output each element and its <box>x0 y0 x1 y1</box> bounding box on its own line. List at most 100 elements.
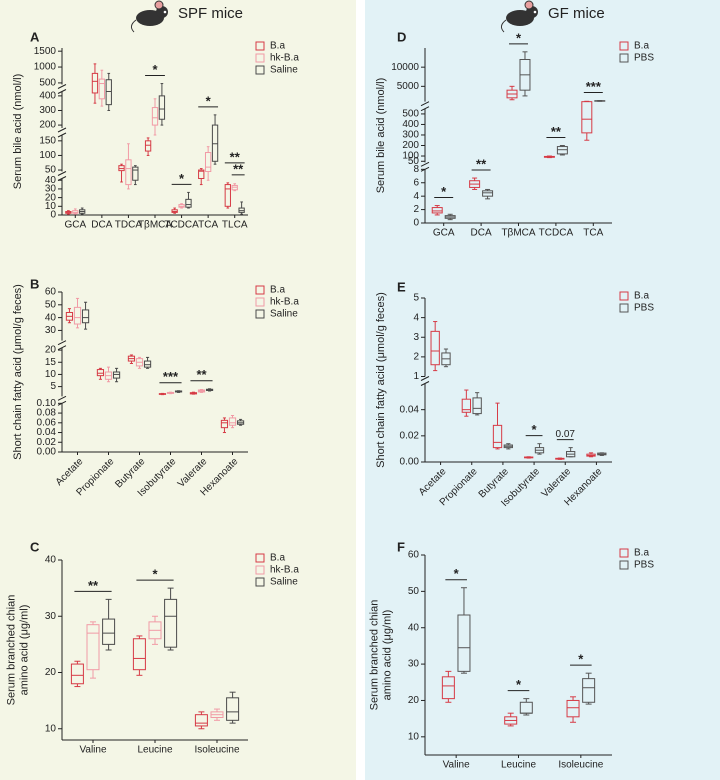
x-tick-label: Valine <box>443 760 470 771</box>
y-axis-label: Serum bile acid (nmol/l) <box>12 74 24 190</box>
axis-break <box>57 345 67 351</box>
axis-break <box>57 84 67 89</box>
spf-background <box>0 0 356 780</box>
y-tick-label: 40 <box>45 312 57 323</box>
legend-label: Saline <box>270 309 298 320</box>
y-tick-label: 60 <box>408 550 420 561</box>
box <box>144 140 152 152</box>
axis-break <box>420 381 430 386</box>
significance-label: ** <box>476 156 487 171</box>
y-tick-label: 60 <box>45 287 57 298</box>
x-tick-label: TβMCA <box>501 228 535 239</box>
x-tick-label: GCA <box>64 220 86 231</box>
y-tick-label: 0.04 <box>400 404 420 415</box>
legend-label: B.a <box>634 291 649 302</box>
y-tick-label: 30 <box>45 325 57 336</box>
box <box>226 697 240 721</box>
box <box>151 107 159 126</box>
y-tick-label: 15 <box>45 357 57 368</box>
box <box>158 95 166 120</box>
y-tick-label: 50 <box>45 299 57 310</box>
box <box>457 614 471 672</box>
y-tick-label: 1000 <box>34 62 57 73</box>
box <box>105 79 112 106</box>
significance-label: * <box>206 93 212 108</box>
y-tick-label: 150 <box>39 135 56 146</box>
legend-label: Saline <box>270 577 298 588</box>
box <box>581 101 593 134</box>
y-axis-label: Short chain fatty acid (μmol/g feces) <box>12 284 24 460</box>
legend-swatch <box>255 565 265 575</box>
y-axis-label: Short chain fatty acid (μmol/g feces) <box>375 292 387 468</box>
axis-break <box>420 376 430 381</box>
y-tick-label: 200 <box>402 140 419 151</box>
y-tick-label: 0.02 <box>400 430 420 441</box>
x-tick-label: Isoleucine <box>194 745 239 756</box>
axis-break <box>420 101 430 107</box>
box <box>220 419 229 429</box>
box <box>198 169 205 179</box>
legend-swatch <box>255 285 265 295</box>
box <box>81 309 90 324</box>
box <box>132 166 139 181</box>
box <box>194 714 208 727</box>
box <box>566 699 580 718</box>
box <box>185 198 192 208</box>
x-tick-label: Leucine <box>501 760 536 771</box>
box <box>224 184 231 207</box>
box <box>482 190 494 197</box>
box <box>472 397 482 415</box>
y-tick-label: 100 <box>39 150 56 161</box>
box <box>125 159 132 186</box>
y-tick-label: 50 <box>408 586 420 597</box>
significance-label: ** <box>88 578 99 593</box>
legend-label: Saline <box>270 65 298 76</box>
y-tick-label: 1500 <box>34 46 57 57</box>
legend-label: B.a <box>270 285 285 296</box>
axis-break <box>420 161 430 167</box>
box <box>112 371 121 379</box>
panel-letter: D <box>397 29 406 44</box>
significance-label: * <box>152 567 158 582</box>
y-tick-label: 400 <box>39 91 56 102</box>
x-tick-label: TCDCA <box>164 220 199 231</box>
y-tick-label: 300 <box>402 130 419 141</box>
y-tick-label: 0 <box>50 210 56 221</box>
y-axis-label: amino acid (μg/ml) <box>18 605 30 696</box>
significance-label: 0.07 <box>556 429 576 440</box>
y-tick-label: 0.06 <box>37 417 57 428</box>
legend-label: PBS <box>634 303 654 314</box>
y-tick-label: 0 <box>413 218 419 229</box>
y-axis-label: Serum bile acid (nmol/l) <box>375 78 387 194</box>
y-tick-label: 0.04 <box>37 427 57 438</box>
panel-letter: A <box>30 29 40 44</box>
box <box>441 676 455 700</box>
x-tick-label: GCA <box>433 228 455 239</box>
box <box>492 424 503 449</box>
y-tick-label: 30 <box>408 659 420 670</box>
box <box>73 306 82 325</box>
axis-break <box>57 340 67 346</box>
y-tick-label: 500 <box>402 109 419 120</box>
y-tick-label: 0.00 <box>37 447 57 458</box>
x-tick-label: TβMCA <box>138 220 172 231</box>
y-tick-label: 500 <box>39 78 56 89</box>
box <box>132 638 146 671</box>
y-tick-label: 30 <box>45 611 57 622</box>
significance-label: * <box>454 566 460 581</box>
box <box>102 618 116 645</box>
box <box>582 678 596 703</box>
y-tick-label: 400 <box>402 119 419 130</box>
panel-letter: E <box>397 279 406 294</box>
significance-label: ** <box>230 149 241 164</box>
box <box>98 78 106 100</box>
legend-swatch <box>255 53 265 63</box>
y-tick-label: 20 <box>45 667 57 678</box>
y-tick-label: 1 <box>413 371 419 382</box>
y-tick-label: 10000 <box>391 62 419 73</box>
y-tick-label: 5 <box>413 293 419 304</box>
significance-label: * <box>441 184 447 199</box>
x-tick-label: DCA <box>471 228 492 239</box>
y-axis-label: amino acid (μg/ml) <box>381 610 393 701</box>
y-tick-label: 0.00 <box>400 457 420 468</box>
